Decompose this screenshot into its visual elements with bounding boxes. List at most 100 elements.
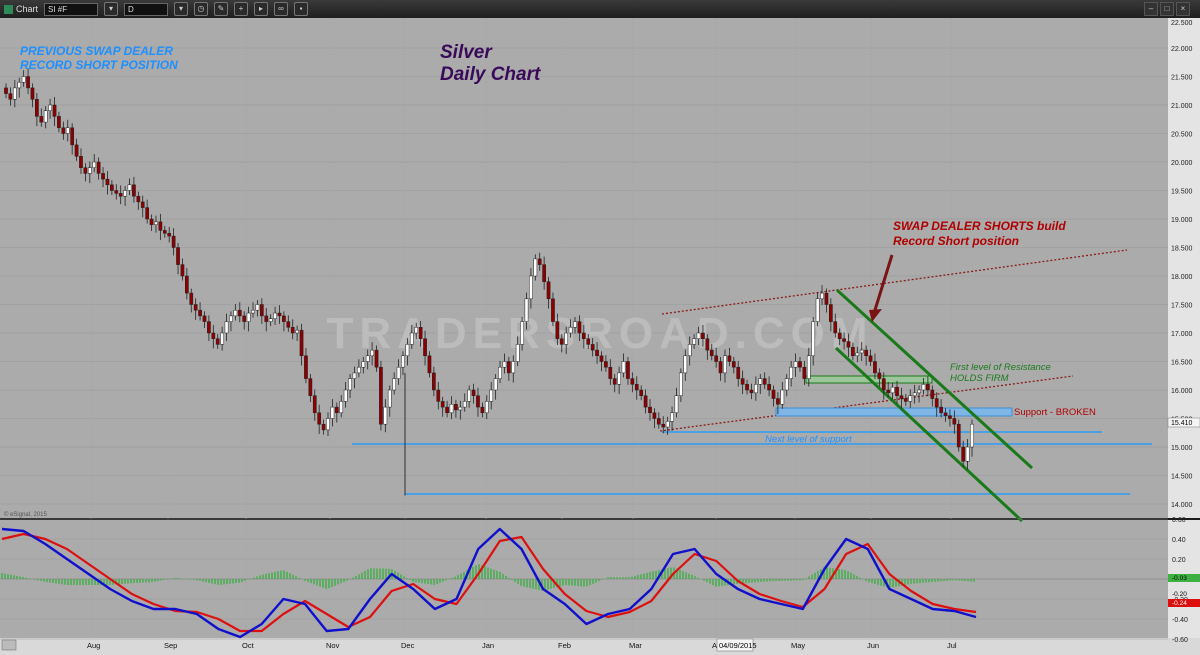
candle (926, 376, 930, 397)
candle (392, 372, 397, 395)
candle (330, 399, 335, 427)
scroll-handle[interactable] (1, 639, 17, 651)
candle (749, 383, 754, 400)
candle (696, 326, 701, 345)
candle (105, 171, 110, 195)
price-tick-label: 16.500 (1171, 360, 1193, 367)
interval-select[interactable]: D (124, 2, 169, 16)
candle (127, 178, 132, 196)
candle (608, 359, 613, 385)
time-tick-label: Jun (867, 641, 879, 650)
candle (701, 325, 705, 347)
zoom-in-icon[interactable]: + (234, 2, 249, 16)
candle (132, 176, 136, 203)
close-icon[interactable]: × (1176, 2, 1190, 16)
candle (520, 317, 524, 351)
candle (683, 349, 688, 381)
candle (568, 319, 573, 338)
candle (493, 374, 498, 400)
price-tick-label: 18.500 (1171, 246, 1193, 253)
candle (136, 191, 141, 210)
symbol-chevron-down-icon[interactable]: ▾ (104, 2, 119, 16)
candle (833, 313, 838, 338)
candle (846, 333, 851, 357)
candle (299, 323, 304, 366)
candle (215, 334, 220, 349)
chart-window-icon (4, 4, 13, 14)
candle (639, 385, 644, 401)
bookmark-icon[interactable]: ▪ (294, 2, 309, 16)
indicator-tick-label: -0.60 (1172, 637, 1188, 644)
date-cursor-box (716, 638, 754, 652)
chart-title: Silver (440, 42, 493, 63)
price-tick-label: 21.000 (1171, 103, 1193, 110)
candle (943, 408, 948, 422)
candle (806, 347, 811, 387)
chart-subtitle: Daily Chart (440, 64, 541, 85)
candle (648, 399, 652, 421)
candle (123, 185, 127, 206)
clock-icon[interactable]: ◷ (194, 2, 209, 16)
candle (396, 359, 401, 385)
silver-daily-chart[interactable]: TRADERSROAD.COM Silver Daily Chart PREVI… (0, 18, 1200, 655)
histogram-value-label: -0.03 (1172, 575, 1187, 582)
candle (599, 351, 604, 372)
link-icon[interactable]: ∞ (274, 2, 289, 16)
interval-chevron-down-icon[interactable]: ▾ (174, 2, 189, 16)
play-icon[interactable]: ▸ (254, 2, 269, 16)
candle (546, 277, 551, 309)
signal-line (1, 532, 977, 633)
broken-support-zone (775, 407, 1013, 417)
candle (414, 322, 419, 340)
candle (118, 185, 123, 205)
candle (180, 258, 185, 281)
candle (652, 408, 657, 429)
candle (577, 315, 582, 341)
candle (405, 338, 410, 366)
signal-value-box (1168, 599, 1200, 607)
candle (264, 307, 269, 332)
candle (70, 123, 75, 155)
time-tick-label: Aug (87, 641, 100, 650)
macd-indicator (0, 518, 1168, 640)
candle (220, 326, 224, 351)
maximize-icon[interactable]: □ (1160, 2, 1174, 16)
candle (656, 412, 661, 429)
down-arrow-annotation (869, 254, 894, 322)
minimize-icon[interactable]: – (1144, 2, 1158, 16)
candle (237, 302, 242, 323)
price-candles (4, 68, 974, 496)
candle (427, 351, 432, 378)
candle (934, 392, 939, 417)
candle (798, 356, 802, 372)
candle (401, 351, 405, 376)
price-tick-label: 15.000 (1171, 445, 1193, 452)
candle (92, 154, 97, 173)
candle (630, 372, 635, 393)
candle (564, 326, 569, 355)
symbol-input[interactable]: SI #F (44, 2, 99, 16)
candle (21, 70, 26, 87)
candle (542, 256, 546, 290)
candle (965, 439, 970, 470)
candle (776, 392, 780, 414)
candle (326, 412, 330, 437)
candle (476, 387, 480, 417)
candle (65, 119, 70, 142)
candle (745, 379, 749, 395)
time-tick-label: Jul (947, 641, 957, 650)
candle (723, 349, 727, 383)
support-broken-annotation: Support - BROKEN (1014, 407, 1096, 418)
candle (61, 121, 66, 140)
downtrend-lower-line (834, 346, 1024, 523)
candle (524, 292, 529, 330)
price-tick-label: 17.000 (1171, 331, 1193, 338)
lower-channel-line (659, 375, 1074, 432)
candle (727, 347, 732, 367)
draw-pencil-icon[interactable]: ✎ (214, 2, 229, 16)
candle (952, 410, 957, 434)
candle (432, 366, 436, 397)
candle (692, 334, 696, 349)
last-price-box (1167, 417, 1200, 428)
candle (529, 268, 533, 309)
